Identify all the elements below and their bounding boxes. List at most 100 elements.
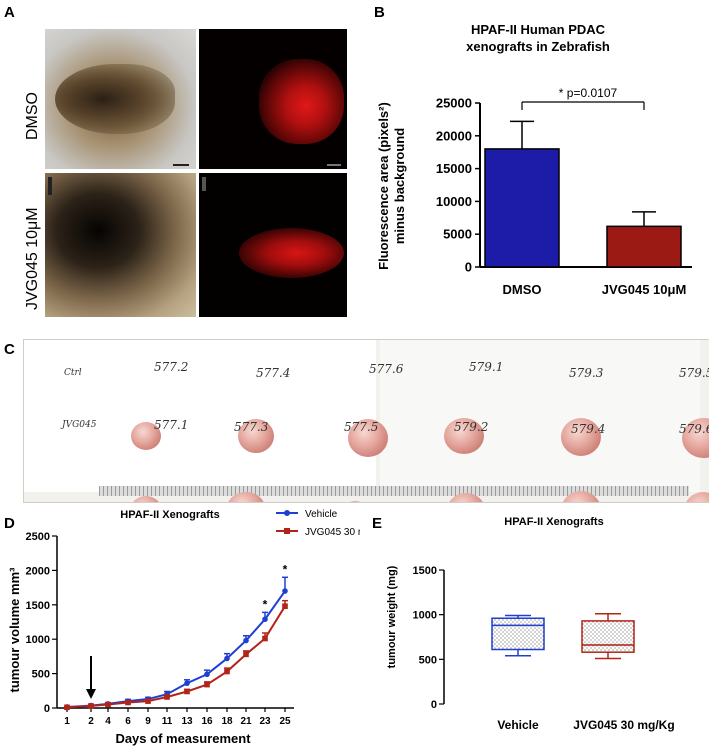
specimen-label: 577.2 (154, 360, 189, 374)
chart-b: HPAF-II Human PDAC xenografts in Zebrafi… (376, 22, 692, 297)
data-point (88, 703, 94, 709)
fluorescence-image-dmso (199, 29, 347, 169)
bars (484, 101, 682, 268)
tumour-specimen (561, 491, 601, 502)
chart-d: HPAF-II Xenografts tumour volume mm³ Day… (7, 509, 360, 746)
tumour-photo: Ctrl 577.2 577.4 577.6 579.1 579.3 579.5 JVG045… (23, 339, 709, 503)
legend-marker-jvg045 (284, 528, 290, 534)
x-tick-label: 21 (240, 716, 252, 727)
tumour-specimen (227, 492, 265, 502)
specimen-label: 579.4 (571, 422, 606, 436)
paper-towel-right (380, 340, 700, 492)
specimen-label: 579.1 (469, 360, 504, 374)
brightfield-image-jvg045 (45, 173, 196, 317)
x-tick-label: 13 (181, 716, 193, 727)
y-tick-label: 5000 (443, 227, 472, 242)
x-tick-label: 23 (259, 716, 271, 727)
specimen-label: 579.6 (679, 422, 709, 436)
y-tick-label: 0 (44, 703, 50, 715)
panel-letter-d: D (4, 515, 15, 532)
axes: 0 500 1000 1500 Vehicle JVG045 30 mg/Kg (413, 565, 675, 732)
y-tick-label: 0 (431, 699, 437, 711)
tumour-specimen (444, 418, 484, 454)
specimen-label: 577.4 (256, 366, 291, 380)
x-tick-label: JVG045 10μM (602, 282, 687, 297)
tumour-specimen (238, 419, 274, 453)
larva-body (55, 64, 175, 134)
y-tick-label: 1000 (413, 610, 437, 622)
panel-letter-a: A (4, 4, 15, 21)
series-line (66, 605, 286, 709)
y-tick-label: 1000 (26, 634, 50, 646)
brightfield-image-dmso (45, 29, 196, 169)
specimen-label: 579.3 (569, 366, 604, 380)
chart-title: HPAF-II Xenografts (504, 516, 603, 528)
y-tick-label: 2000 (26, 565, 50, 577)
specimen-label: 579.2 (454, 420, 489, 434)
x-tick-label: 25 (279, 716, 291, 727)
data-point (125, 699, 131, 706)
fluorescence-image-jvg045 (199, 173, 347, 317)
panel-letter-e: E (372, 515, 383, 532)
specimen-label: Ctrl (64, 368, 82, 378)
x-tick-label: 16 (201, 716, 213, 727)
axes: 0 500 1000 1500 2000 2500 1 2 4 6 9 11 13 16 18 21 23 25 (26, 531, 294, 727)
chart-title-line-1: HPAF-II Human PDAC (471, 22, 606, 37)
y-axis-label-line-2: minus background (392, 128, 407, 244)
data-point (184, 680, 190, 687)
y-tick-label: 0 (465, 260, 472, 275)
y-tick-label: 25000 (436, 96, 472, 111)
legend: Vehicle JVG045 30 mg/Kg (276, 509, 360, 538)
paper-towel-left (24, 340, 376, 492)
bar (606, 225, 682, 268)
y-tick-label: 500 (419, 654, 437, 666)
tumour-signal (259, 59, 344, 144)
y-tick-label: 2500 (26, 531, 50, 543)
box (491, 617, 545, 651)
row-label-dmso: DMSO (24, 92, 41, 140)
data-point (184, 688, 190, 695)
data-point (282, 603, 288, 609)
data-point (243, 637, 249, 644)
specimen-label: 577.5 (344, 420, 379, 434)
x-tick-label: 4 (105, 716, 111, 727)
axes: 0 5000 10000 15000 20000 25000 DMSO JVG045 10μM (436, 96, 692, 297)
data-point (224, 655, 230, 662)
tumour-specimen (348, 419, 388, 457)
data-point (204, 671, 210, 678)
specimen-label: 577.1 (154, 418, 189, 432)
y-tick-label: 10000 (436, 194, 472, 209)
significance-star: * (283, 562, 288, 576)
y-axis-label-line-1: Fluorescence area (pixels²) (376, 102, 391, 270)
y-tick-label: 15000 (436, 161, 472, 176)
x-tick-label: 9 (145, 716, 151, 727)
data-point (204, 681, 210, 688)
box (581, 620, 635, 653)
data-point (262, 616, 268, 623)
data-point (262, 635, 268, 642)
data-point (282, 588, 288, 594)
y-tick-label: 20000 (436, 128, 472, 143)
treatment-arrow-head (86, 689, 96, 699)
panel-letter-c: C (4, 341, 15, 358)
scale-bar (327, 164, 341, 166)
ruler (99, 486, 689, 496)
x-tick-label: JVG045 30 mg/Kg (573, 718, 674, 732)
specimen-label: JVG045 (62, 420, 97, 430)
x-tick-label: 1 (64, 716, 70, 727)
y-axis-label: tumour weight (mg) (386, 565, 398, 668)
data-point (224, 668, 230, 675)
data-point (64, 704, 70, 711)
legend-label-vehicle: Vehicle (305, 509, 338, 520)
series: ** (64, 562, 288, 711)
y-axis-label: tumour volume mm³ (7, 567, 22, 693)
tumour-specimen (561, 418, 601, 456)
chart-title-line-2: xenografts in Zebrafish (466, 39, 610, 54)
scale-bar (48, 177, 52, 195)
bar (484, 148, 560, 268)
chart-title: HPAF-II Xenografts (120, 509, 219, 521)
data-point (145, 698, 151, 704)
chart-e: HPAF-II Xenografts tumour weight (mg) 0 5… (386, 516, 675, 732)
y-tick-label: 1500 (413, 565, 437, 577)
tumour-specimen (342, 501, 368, 502)
